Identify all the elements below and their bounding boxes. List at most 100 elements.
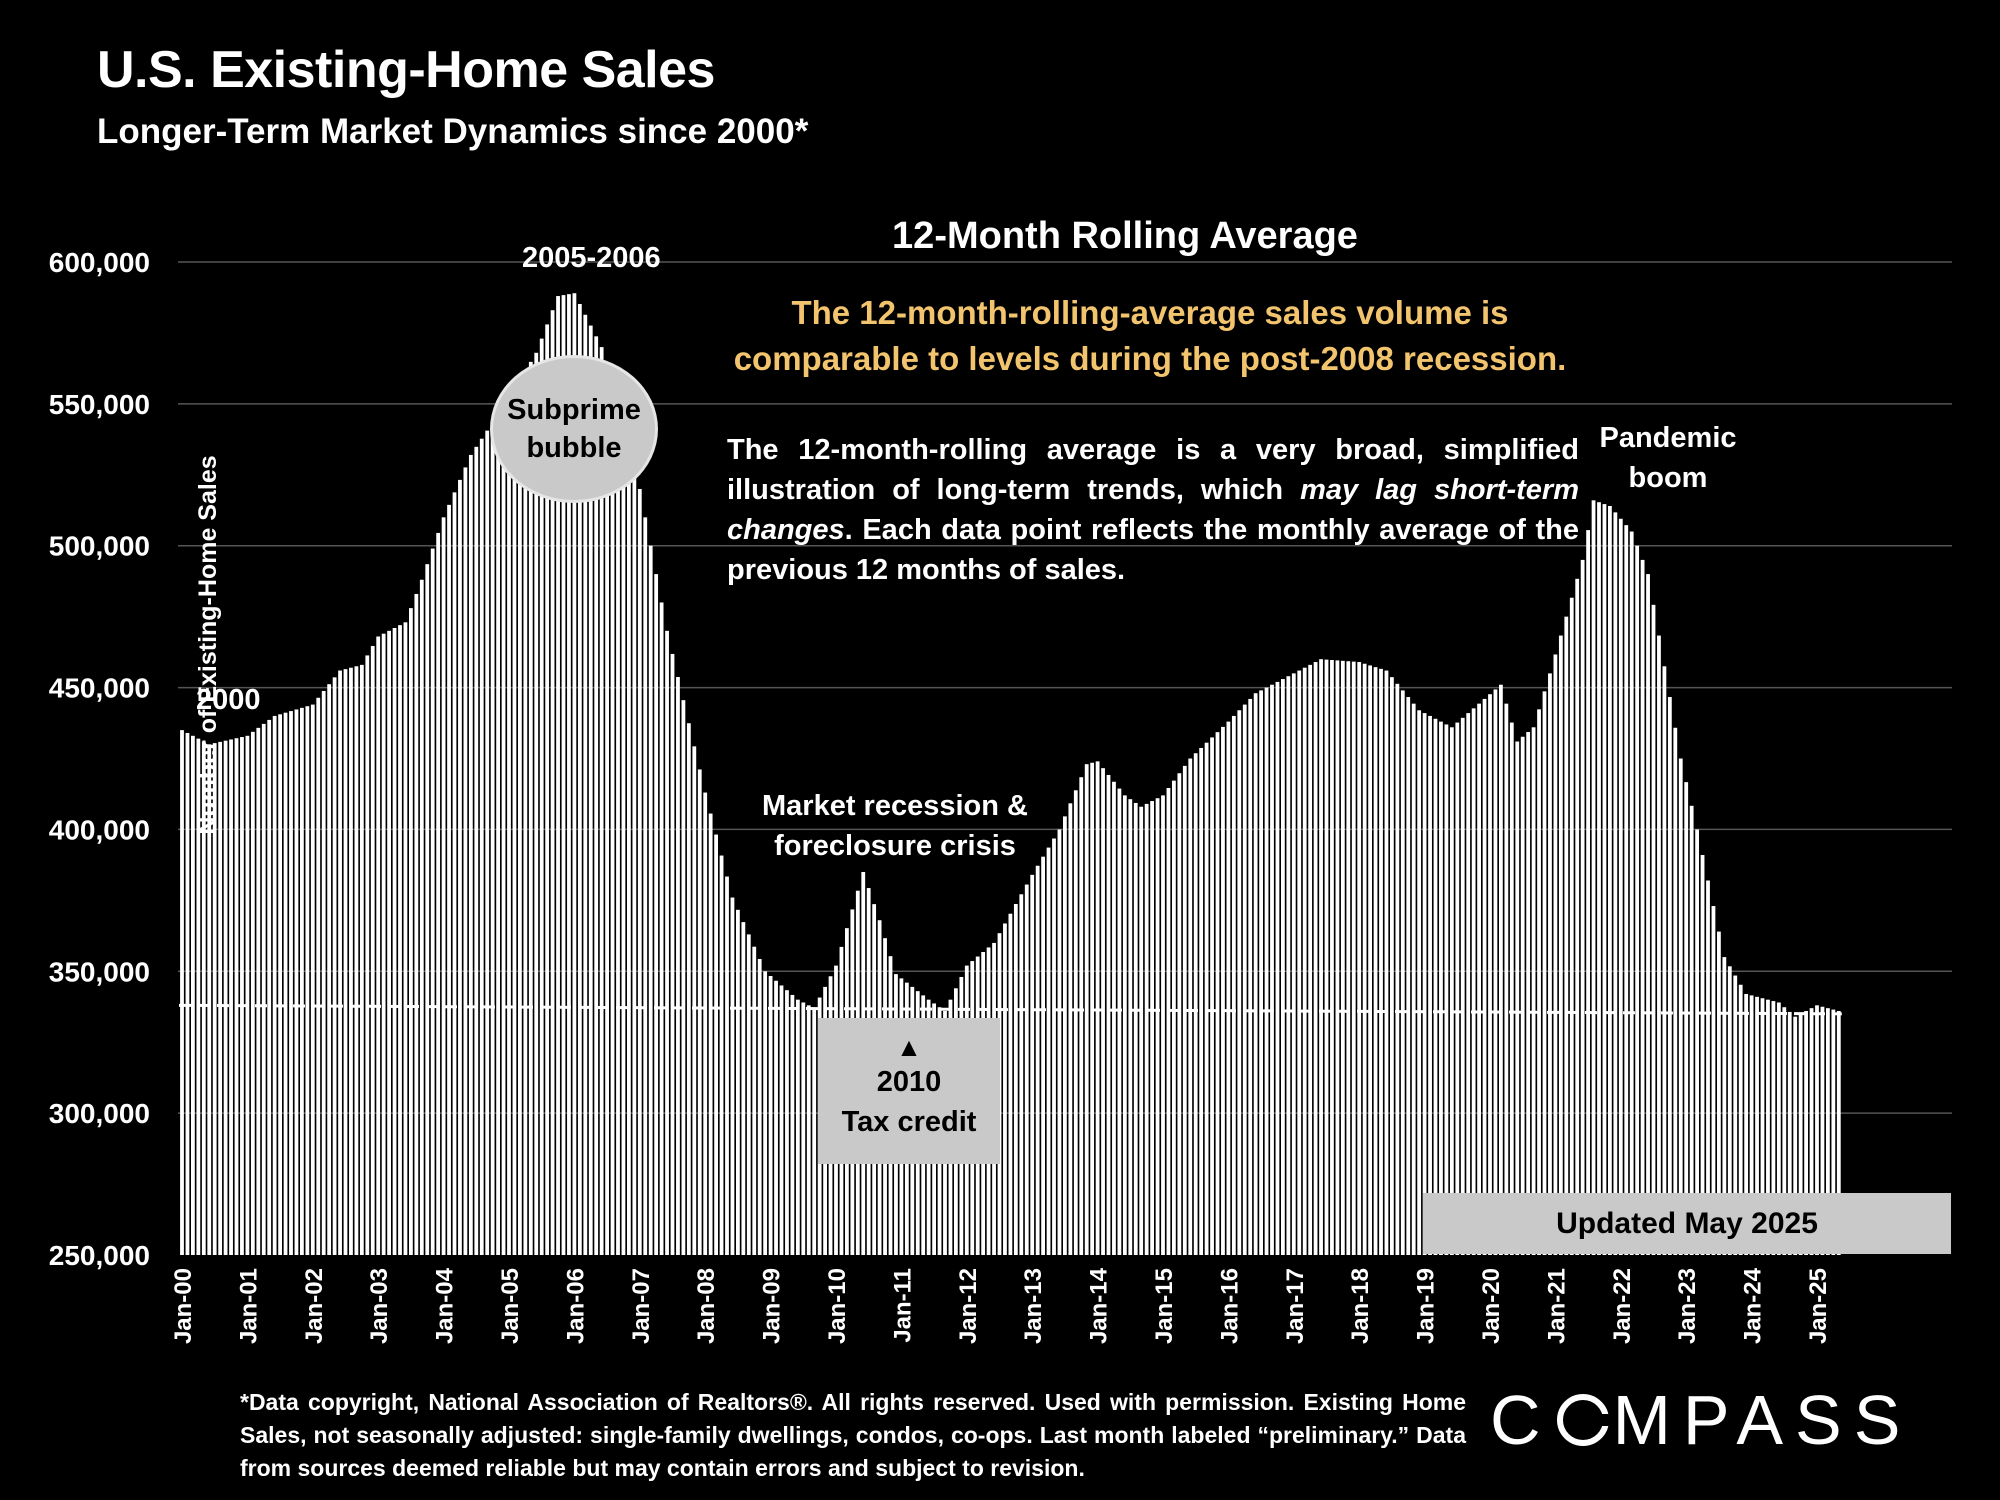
bar bbox=[1390, 677, 1394, 1255]
bar bbox=[1618, 518, 1623, 1255]
bar bbox=[1204, 742, 1209, 1255]
bar bbox=[1755, 996, 1759, 1255]
bar bbox=[1308, 664, 1313, 1255]
x-tick-label: Jan-18 bbox=[1347, 1268, 1374, 1344]
bar bbox=[1248, 698, 1253, 1255]
bar bbox=[191, 735, 195, 1255]
bar bbox=[338, 670, 342, 1255]
bar bbox=[403, 622, 408, 1255]
bar bbox=[1575, 578, 1580, 1255]
bar bbox=[681, 700, 686, 1255]
bar bbox=[1602, 504, 1607, 1256]
bar bbox=[240, 737, 244, 1255]
bar bbox=[1586, 530, 1590, 1255]
bar bbox=[256, 727, 261, 1255]
bar bbox=[1133, 802, 1138, 1255]
bar bbox=[774, 980, 778, 1255]
bar bbox=[1455, 722, 1460, 1255]
bar bbox=[512, 389, 517, 1256]
bar bbox=[1035, 865, 1040, 1255]
bar bbox=[561, 295, 566, 1256]
bar bbox=[327, 684, 332, 1255]
x-tick-label: Jan-16 bbox=[1216, 1268, 1243, 1344]
bar bbox=[1193, 753, 1198, 1255]
bar bbox=[610, 384, 615, 1255]
bar bbox=[1150, 801, 1154, 1255]
bar bbox=[1488, 694, 1492, 1255]
bar bbox=[1177, 773, 1182, 1255]
bar bbox=[272, 715, 277, 1255]
bar bbox=[196, 738, 201, 1255]
bar bbox=[1493, 689, 1498, 1255]
bar bbox=[234, 738, 239, 1255]
x-tick-label: Jan-11 bbox=[889, 1268, 916, 1343]
bubble-line-1: Subprime bbox=[507, 394, 641, 426]
logo-text-pre: C bbox=[1490, 1381, 1553, 1459]
x-tick-label: Jan-20 bbox=[1478, 1268, 1505, 1344]
bar bbox=[1504, 703, 1509, 1255]
bar bbox=[1068, 803, 1073, 1255]
bar bbox=[1793, 1016, 1798, 1255]
bar bbox=[1221, 726, 1225, 1255]
bar bbox=[534, 352, 539, 1255]
x-tick-label: Jan-03 bbox=[366, 1268, 393, 1344]
bar bbox=[267, 719, 272, 1255]
bar bbox=[425, 564, 430, 1255]
x-tick-label: Jan-25 bbox=[1805, 1268, 1832, 1344]
bar bbox=[523, 370, 528, 1255]
bar bbox=[1384, 670, 1389, 1255]
bar bbox=[1804, 1011, 1808, 1255]
bar bbox=[1766, 999, 1770, 1255]
bar bbox=[539, 338, 544, 1256]
bar bbox=[1172, 780, 1176, 1255]
bar bbox=[785, 990, 789, 1255]
tax-line-1: 2010 bbox=[876, 1066, 942, 1098]
x-tick-label: Jan-05 bbox=[497, 1268, 524, 1344]
bar bbox=[1063, 816, 1067, 1255]
bar bbox=[1738, 984, 1743, 1255]
bar bbox=[1313, 662, 1318, 1255]
bar bbox=[621, 422, 626, 1255]
bar bbox=[1379, 668, 1383, 1255]
bar bbox=[185, 732, 190, 1255]
bar bbox=[1798, 1013, 1803, 1255]
bar bbox=[1591, 500, 1596, 1255]
bar bbox=[1215, 732, 1220, 1255]
logo-text-post: MPASS bbox=[1612, 1381, 1913, 1459]
bar bbox=[1155, 798, 1160, 1255]
bar bbox=[1101, 768, 1105, 1255]
x-tick-label: Jan-01 bbox=[235, 1268, 262, 1344]
pandemic-line-2: boom bbox=[1628, 462, 1708, 494]
x-tick-label: Jan-19 bbox=[1413, 1268, 1440, 1344]
bar bbox=[1831, 1009, 1836, 1255]
bar bbox=[354, 666, 359, 1255]
bar bbox=[409, 608, 413, 1255]
bar bbox=[545, 324, 550, 1255]
bar bbox=[1411, 703, 1416, 1255]
y-tick-label: 250,000 bbox=[49, 1240, 150, 1271]
bar bbox=[1542, 691, 1547, 1255]
bar bbox=[616, 403, 620, 1255]
bar bbox=[637, 488, 642, 1256]
page-title: U.S. Existing-Home Sales bbox=[97, 41, 715, 99]
bar bbox=[1482, 698, 1487, 1255]
bar bbox=[605, 366, 609, 1255]
bar bbox=[1526, 732, 1531, 1255]
bar bbox=[736, 909, 740, 1255]
bar bbox=[1030, 874, 1035, 1255]
bar bbox=[1815, 1005, 1819, 1255]
bar bbox=[518, 380, 522, 1255]
bar bbox=[1580, 559, 1585, 1255]
x-tick-label: Jan-23 bbox=[1674, 1268, 1701, 1344]
bar bbox=[583, 314, 588, 1255]
bar bbox=[1351, 661, 1356, 1255]
bar bbox=[1749, 995, 1754, 1255]
bar bbox=[1515, 741, 1520, 1255]
bar bbox=[1281, 679, 1285, 1255]
bar bbox=[703, 792, 708, 1255]
bar bbox=[1613, 512, 1618, 1255]
bar bbox=[1684, 782, 1689, 1255]
chart-title: 12-Month Rolling Average bbox=[892, 215, 1358, 257]
bar bbox=[1553, 654, 1558, 1255]
